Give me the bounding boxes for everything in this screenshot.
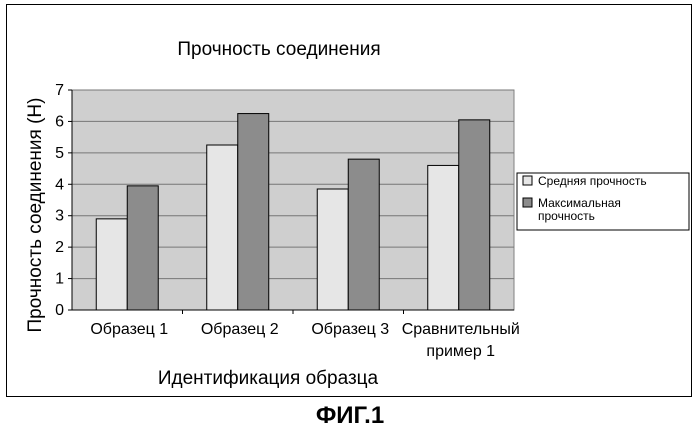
x-tick-label: Образец 1	[90, 321, 168, 338]
y-tick-label: 0	[55, 302, 64, 319]
legend-swatch	[523, 176, 532, 185]
bar-average	[207, 145, 238, 310]
x-tick-label: Образец 2	[201, 321, 279, 338]
bar-maximum	[459, 120, 490, 310]
bar-average	[428, 165, 459, 310]
y-axis-ticks: 0 1 2 3 4 5 6 7	[55, 82, 72, 319]
y-tick-label: 1	[55, 271, 64, 288]
figure-caption: ФИГ.1	[0, 402, 700, 430]
x-axis-ticks: Образец 1 Образец 2 Образец 3 Сравнительный…	[90, 310, 519, 360]
legend-swatch	[523, 198, 532, 207]
bar-maximum	[238, 114, 269, 310]
y-tick-label: 2	[55, 239, 64, 256]
y-axis-title: Прочность соединения (Н)	[25, 98, 46, 333]
y-tick-label: 3	[55, 208, 64, 225]
legend-label: прочность	[538, 209, 595, 223]
x-tick-label: пример 1	[426, 343, 495, 360]
bar-maximum	[348, 159, 379, 310]
y-tick-label: 7	[55, 82, 64, 99]
x-tick-label: Образец 3	[311, 321, 389, 338]
y-tick-label: 5	[55, 145, 64, 162]
chart-title: Прочность соединения	[177, 39, 380, 60]
bar-maximum	[127, 186, 158, 310]
y-tick-label: 6	[55, 113, 64, 130]
x-tick-label: Сравнительный	[402, 321, 520, 338]
bar-average	[317, 189, 348, 310]
legend: Средняя прочность Максимальнаяпрочность	[517, 173, 689, 230]
legend-label: Средняя прочность	[538, 174, 647, 188]
y-tick-label: 4	[55, 176, 64, 193]
x-axis-title: Идентификация образца	[158, 368, 379, 389]
bar-average	[96, 219, 127, 310]
legend-label: Максимальная	[538, 196, 621, 210]
